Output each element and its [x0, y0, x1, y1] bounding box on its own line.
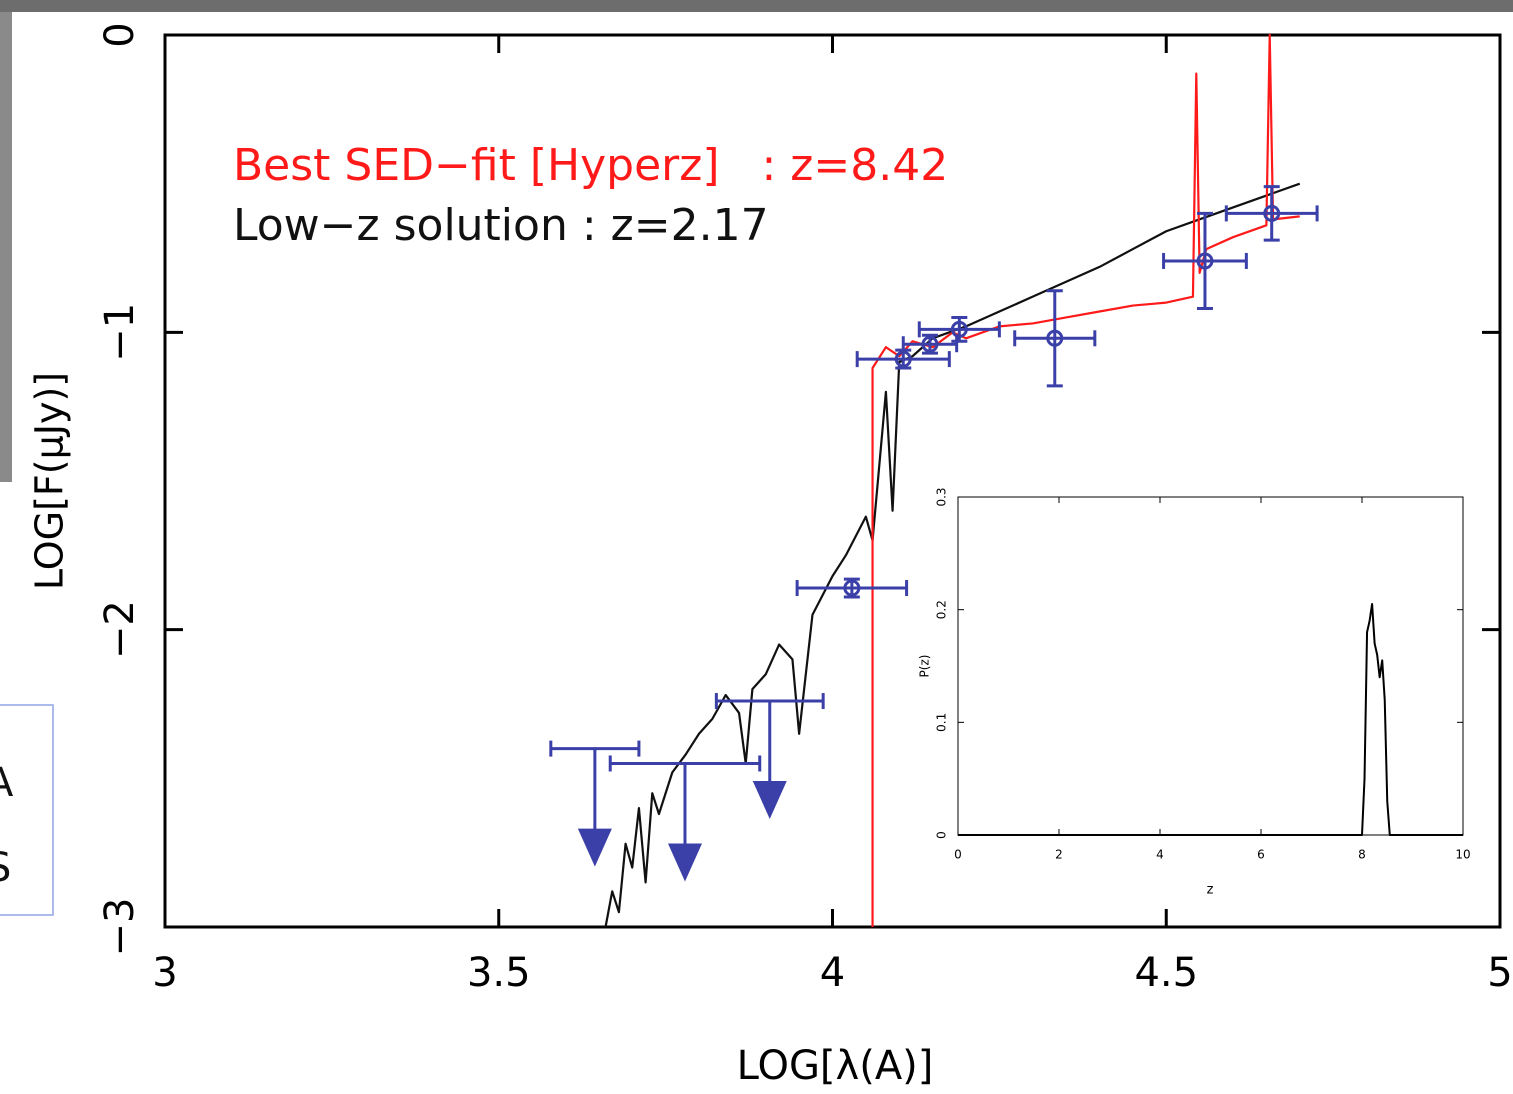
x-axis-label: LOG[λ(A)]: [737, 1043, 934, 1089]
y-tick-label: 0: [97, 22, 143, 47]
y-tick-label: 0.3: [935, 487, 949, 506]
x-tick-label: 8: [1358, 848, 1366, 862]
annotation: Low−z solution : z=2.17: [233, 200, 769, 251]
spectrum-line: [958, 603, 1463, 836]
data-point: [843, 579, 861, 597]
y-tick-label: 0: [935, 831, 949, 839]
y-axis-label: P(z): [918, 655, 932, 678]
y-tick-label: 0.1: [935, 713, 949, 732]
x-tick-label: 4: [1156, 848, 1164, 862]
upper-limit-arrow: [577, 828, 612, 867]
data-point: [950, 320, 968, 338]
side-panel-text: S: [0, 845, 11, 891]
x-tick-label: 3: [152, 950, 177, 996]
spectrum-line: [871, 33, 1300, 927]
upper-limit-arrow: [752, 781, 787, 820]
x-tick-label: 2: [1055, 848, 1063, 862]
x-tick-label: 10: [1455, 848, 1470, 862]
background-image-strip: [0, 0, 1513, 12]
data-point: [1263, 204, 1281, 222]
y-tick-label: 0.2: [935, 600, 949, 619]
background-image-edge: [0, 12, 12, 482]
data-point: [1196, 252, 1214, 270]
upper-limit-arrow: [667, 843, 702, 882]
x-tick-label: 5: [1487, 950, 1512, 996]
data-point: [921, 335, 939, 353]
annotation: Best SED−fit [Hyperz] : z=8.42: [233, 140, 948, 191]
side-panel-text: A: [0, 760, 14, 806]
x-tick-label: 0: [954, 848, 962, 862]
y-axis-label: LOG[F(μJy)]: [28, 372, 72, 590]
x-tick-label: 3.5: [467, 950, 531, 996]
spectrum-line: [604, 182, 1301, 928]
y-tick-label: −1: [97, 303, 143, 362]
x-tick-label: 4: [820, 950, 845, 996]
x-tick-label: 6: [1257, 848, 1265, 862]
y-tick-label: −3: [97, 898, 143, 957]
y-tick-label: −2: [97, 600, 143, 659]
x-axis-label: z: [1207, 883, 1214, 898]
side-panel: [0, 704, 54, 916]
x-tick-label: 4.5: [1134, 950, 1198, 996]
data-point: [1046, 329, 1064, 347]
